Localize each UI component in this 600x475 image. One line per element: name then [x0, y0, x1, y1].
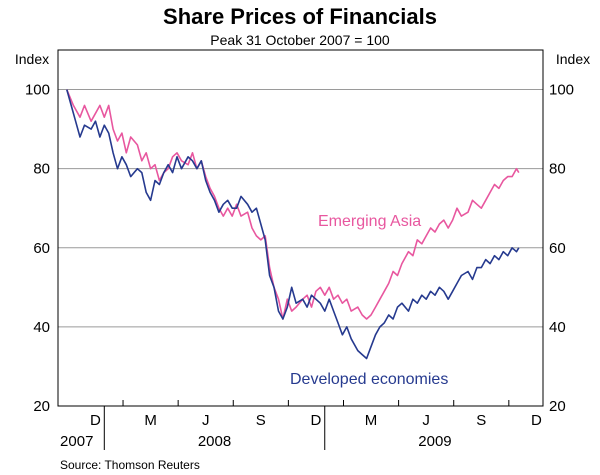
y-tick-right-20: 20 — [549, 398, 566, 415]
chart-subtitle: Peak 31 October 2007 = 100 — [210, 32, 390, 48]
x-tick-label-d: D — [531, 412, 542, 429]
series-line-developed-economies — [66, 89, 520, 360]
x-tick-label-m: M — [365, 412, 378, 429]
y-tick-left-100: 100 — [25, 82, 50, 99]
chart-title: Share Prices of Financials — [163, 4, 437, 29]
x-tick-label-s: S — [256, 412, 266, 429]
x-year-label-2007: 2007 — [60, 433, 93, 450]
y-axis-unit-left: Index — [15, 51, 49, 67]
y-ticks-right: 20 40 60 80 100 — [549, 82, 574, 415]
x-year-label-2008: 2008 — [198, 433, 231, 450]
series-label-emerging-asia: Emerging Asia — [318, 213, 421, 230]
y-tick-right-40: 40 — [549, 319, 566, 336]
y-axis-unit-right: Index — [556, 51, 590, 67]
x-tick-label-m: M — [144, 412, 157, 429]
y-tick-left-80: 80 — [33, 161, 50, 178]
y-tick-left-40: 40 — [33, 319, 50, 336]
gridlines — [58, 89, 543, 328]
y-tick-right-100: 100 — [549, 82, 574, 99]
x-tick-label-s: S — [476, 412, 486, 429]
source-note: Source: Thomson Reuters — [60, 458, 200, 472]
x-tick-label-d: D — [311, 412, 322, 429]
y-tick-left-60: 60 — [33, 240, 50, 257]
series-line-emerging-asia — [66, 89, 520, 320]
x-tick-label-d: D — [90, 412, 101, 429]
y-tick-right-80: 80 — [549, 161, 566, 178]
y-tick-right-60: 60 — [549, 240, 566, 257]
y-ticks-left: 20 40 60 80 100 — [25, 82, 50, 415]
x-ticks: D M J S D M J S D 2007 2008 2009 — [60, 400, 542, 450]
x-tick-label-j: J — [422, 412, 430, 429]
plot-frame — [57, 49, 544, 407]
series-label-developed-economies: Developed economies — [290, 371, 448, 388]
series-lines — [66, 89, 520, 360]
x-year-label-2009: 2009 — [418, 433, 451, 450]
x-tick-label-j: J — [202, 412, 210, 429]
y-tick-left-20: 20 — [33, 398, 50, 415]
